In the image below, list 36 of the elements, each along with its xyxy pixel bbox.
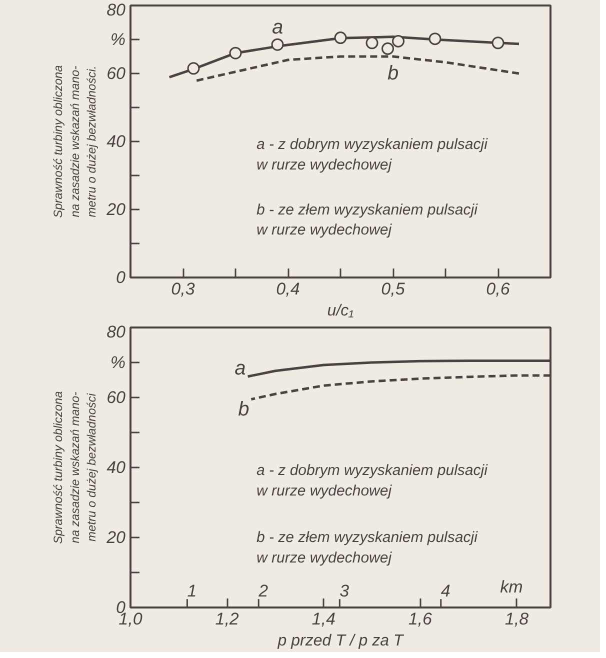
annotation: b - ze złem wyzyskaniem pulsacji w rurze wydechowej: [256, 529, 478, 566]
y-tick-label: 40: [106, 132, 126, 151]
y-tick-label: %: [110, 30, 126, 49]
y-tick-label: 60: [106, 64, 126, 83]
annotation: 3: [340, 581, 350, 600]
annotation: 1: [187, 581, 197, 600]
y-axis-title: Sprawność turbiny obliczona na zasadzie wskazań mano- metru o dużej bezwładności: [50, 390, 99, 544]
x-tick-label: 1,6: [408, 610, 433, 628]
annotation: 4: [440, 581, 450, 600]
x-tick-label: 1,8: [504, 610, 530, 628]
annotation: b - ze złem wyzyskaniem pulsacji w rurze wydechowej: [256, 201, 478, 239]
y-axis-title: Sprawność turbiny obliczona na zasadzie wskazań mano- metru o dużej bezwładności.: [50, 64, 99, 218]
y-tick-label: 60: [106, 388, 126, 407]
x-tick-label: 0,3: [171, 280, 196, 298]
y-tick-label: 40: [106, 458, 126, 477]
y-tick-label: %: [110, 353, 126, 372]
series-label: a: [234, 358, 246, 380]
series-label: b: [387, 62, 399, 84]
x-tick-label: 1,2: [215, 610, 240, 628]
x-axis-title: p przed T / p za T: [276, 632, 404, 650]
x-tick-label: 1,4: [312, 610, 336, 628]
series-label: b: [238, 398, 250, 420]
y-tick-label: 20: [106, 528, 126, 547]
y-tick-label: 20: [106, 200, 126, 219]
x-tick-label: 0,6: [486, 280, 510, 298]
annotation: a - z dobrym wyzyskaniem pulsacji w rurze wydechowej: [256, 462, 488, 500]
y-tick-label: 0: [116, 268, 126, 287]
x-axis-title: u/c₁: [327, 302, 354, 320]
y-tick-label: 80: [106, 0, 126, 20]
annotation: km: [500, 577, 523, 596]
series-label: a: [272, 16, 284, 38]
y-tick-label: 80: [106, 322, 126, 342]
annotation: 2: [258, 581, 269, 600]
x-tick-label: 0,4: [276, 280, 300, 298]
x-tick-label: 0,5: [381, 280, 406, 298]
annotation: a - z dobrym wyzyskaniem pulsacji w rurze wydechowej: [256, 136, 488, 174]
